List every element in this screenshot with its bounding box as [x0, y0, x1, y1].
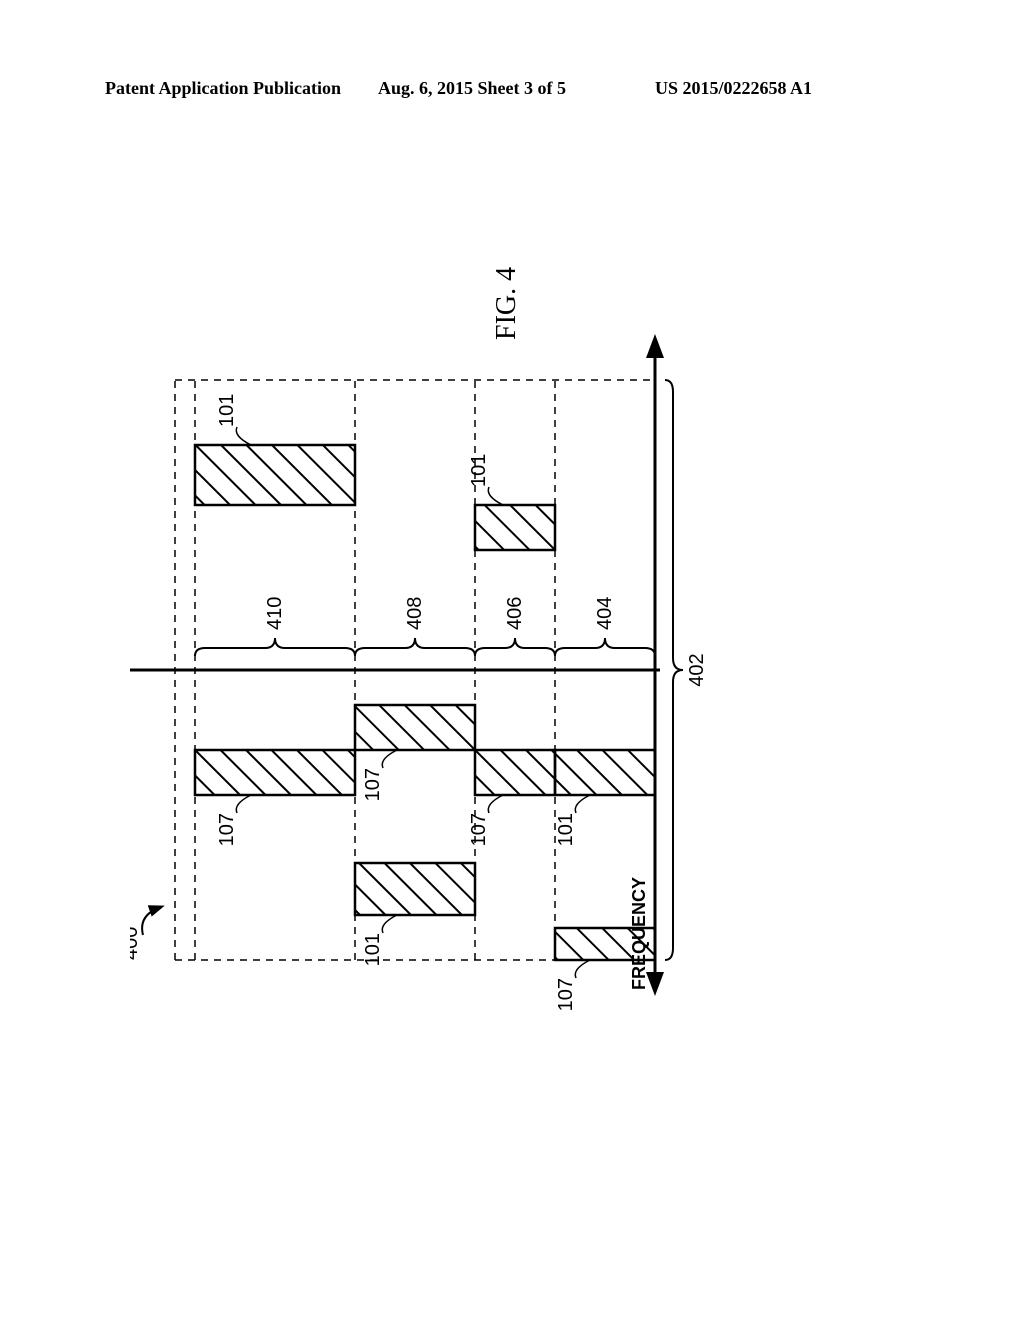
header-mid: Aug. 6, 2015 Sheet 3 of 5: [378, 78, 566, 99]
header-right: US 2015/0222658 A1: [655, 78, 812, 99]
svg-text:101: 101: [362, 933, 384, 966]
header-left: Patent Application Publication: [105, 78, 341, 99]
svg-text:408: 408: [404, 597, 426, 630]
svg-text:101: 101: [216, 394, 238, 427]
svg-text:400: 400: [130, 927, 142, 960]
svg-text:FIG. 4: FIG. 4: [491, 267, 522, 340]
svg-text:410: 410: [264, 597, 286, 630]
figure-svg: FREQUENCYTIME402404406408410107101107101…: [130, 170, 900, 1170]
figure-4: FREQUENCYTIME402404406408410107101107101…: [130, 170, 900, 1170]
svg-text:107: 107: [362, 768, 384, 801]
svg-text:101: 101: [555, 813, 577, 846]
svg-text:107: 107: [555, 978, 577, 1011]
svg-text:101: 101: [468, 454, 490, 487]
svg-text:404: 404: [594, 597, 616, 630]
svg-text:406: 406: [504, 597, 526, 630]
svg-text:107: 107: [216, 813, 238, 846]
svg-text:107: 107: [468, 813, 490, 846]
svg-text:402: 402: [686, 653, 708, 686]
